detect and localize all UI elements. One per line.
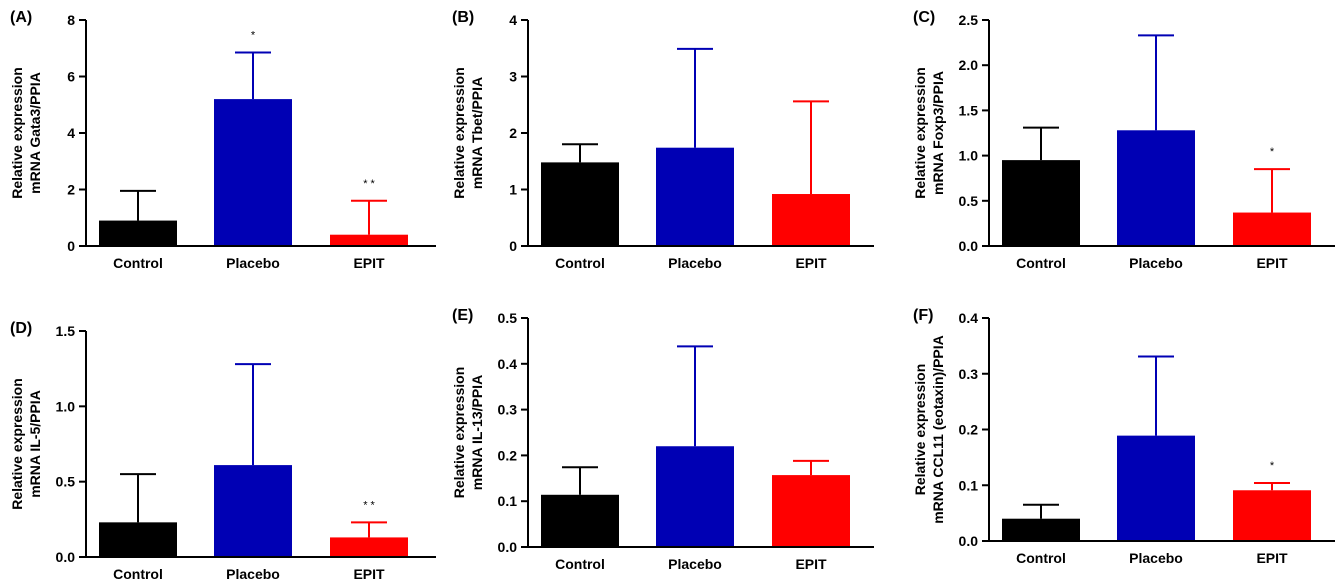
- category-label-epit: EPIT: [1256, 255, 1288, 271]
- category-label-epit: EPIT: [353, 255, 385, 271]
- bar-control: [99, 220, 177, 246]
- y-tick-label: 8: [67, 12, 75, 28]
- y-tick-label: 0.5: [498, 310, 518, 326]
- y-tick-label: 1.0: [56, 398, 76, 414]
- y-tick-label: 4: [509, 12, 517, 28]
- panel-label: (E): [452, 307, 473, 324]
- bar-control: [99, 522, 177, 557]
- category-label-epit: EPIT: [795, 556, 827, 572]
- bar-placebo: [1117, 435, 1195, 541]
- y-tick-label: 6: [67, 69, 75, 85]
- y-tick-label: 0: [509, 238, 517, 254]
- bar-control: [1002, 518, 1080, 541]
- category-label-epit: EPIT: [353, 566, 385, 579]
- y-axis-label-line1: Relative expression: [912, 67, 928, 199]
- y-axis-label-line1: Relative expression: [912, 364, 928, 496]
- panel-a: Control * Placebo * * EPIT 0 2 4 6 8 Relative expr…: [9, 9, 436, 271]
- panel-label: (F): [913, 307, 933, 324]
- category-label-control: Control: [1016, 550, 1066, 566]
- panel-c: Control Placebo * EPIT 0.0 0.5 1.0 1.5 2.0 2.5 Rel…: [912, 9, 1335, 271]
- bar-placebo: [214, 99, 292, 246]
- bar-placebo: [656, 446, 734, 547]
- y-axis-label-line1: Relative expression: [9, 67, 25, 199]
- bar-placebo: [656, 147, 734, 246]
- panel-f: Control Placebo * EPIT 0.0 0.1 0.2 0.3 0.4 Relati…: [912, 307, 1335, 566]
- y-tick-label: 0: [67, 238, 75, 254]
- y-tick-label: 1.5: [959, 102, 979, 118]
- y-axis-label-line2: mRNA CCL11 (eotaxin)/PPIA: [930, 335, 946, 524]
- panel-e: Control Placebo EPIT 0.0 0.1 0.2 0.3 0.4 0.5 Rela…: [451, 307, 874, 572]
- y-axis-label-line2: mRNA Gata3/PPIA: [27, 72, 43, 194]
- category-label-control: Control: [555, 556, 605, 572]
- y-tick-label: 1.5: [56, 323, 76, 339]
- bar-epit: [772, 194, 850, 246]
- y-tick-label: 0.3: [498, 402, 518, 418]
- significance-marker: *: [1270, 460, 1275, 472]
- bar-placebo: [214, 465, 292, 557]
- y-tick-label: 4: [67, 125, 75, 141]
- y-tick-label: 3: [509, 69, 517, 85]
- y-tick-label: 0.1: [498, 493, 518, 509]
- category-label-placebo: Placebo: [226, 255, 280, 271]
- category-label-placebo: Placebo: [226, 566, 280, 579]
- panel-label: (C): [913, 9, 935, 26]
- category-label-epit: EPIT: [795, 255, 827, 271]
- y-tick-label: 2.0: [959, 57, 979, 73]
- y-tick-label: 0.0: [959, 533, 979, 549]
- y-tick-label: 1: [509, 182, 517, 198]
- y-tick-label: 0.4: [959, 310, 979, 326]
- y-axis-label-line1: Relative expression: [9, 378, 25, 510]
- y-tick-label: 2: [509, 125, 517, 141]
- y-tick-label: 0.5: [56, 474, 76, 490]
- significance-marker: * *: [363, 499, 375, 511]
- panel-label: (A): [10, 9, 32, 26]
- y-tick-label: 0.1: [959, 477, 979, 493]
- panel-label: (D): [10, 320, 32, 337]
- category-label-control: Control: [113, 255, 163, 271]
- bar-epit: [330, 234, 408, 246]
- category-label-placebo: Placebo: [668, 556, 722, 572]
- y-tick-label: 0.0: [56, 549, 76, 565]
- panel-b: Control Placebo EPIT 0 1 2 3 4 Relative expressi…: [451, 9, 874, 271]
- y-axis-label-line2: mRNA IL-5/PPIA: [27, 390, 43, 498]
- category-label-control: Control: [555, 255, 605, 271]
- y-axis-label-line2: mRNA Foxp3/PPIA: [930, 71, 946, 195]
- y-tick-label: 0.0: [498, 539, 518, 555]
- y-tick-label: 2: [67, 182, 75, 198]
- category-label-epit: EPIT: [1256, 550, 1288, 566]
- y-axis-label-line2: mRNA IL-13/PPIA: [469, 375, 485, 490]
- category-label-placebo: Placebo: [668, 255, 722, 271]
- y-axis-label-line1: Relative expression: [451, 367, 467, 499]
- y-tick-label: 0.2: [498, 447, 518, 463]
- bar-control: [541, 494, 619, 547]
- y-axis-label-line2: mRNA Tbet/PPIA: [469, 77, 485, 189]
- category-label-control: Control: [113, 566, 163, 579]
- category-label-placebo: Placebo: [1129, 255, 1183, 271]
- y-tick-label: 0.0: [959, 238, 979, 254]
- significance-marker: * *: [363, 178, 375, 190]
- y-tick-label: 0.3: [959, 366, 979, 382]
- bar-placebo: [1117, 130, 1195, 246]
- significance-marker: *: [251, 29, 256, 41]
- panel-d: Control Placebo * * EPIT 0.0 0.5 1.0 1.5 Relativ…: [9, 320, 436, 579]
- bar-control: [541, 162, 619, 246]
- bar-epit: [1233, 212, 1311, 246]
- bar-epit: [772, 475, 850, 547]
- category-label-control: Control: [1016, 255, 1066, 271]
- y-tick-label: 0.2: [959, 422, 979, 438]
- y-tick-label: 0.4: [498, 356, 518, 372]
- bar-control: [1002, 160, 1080, 246]
- significance-marker: *: [1270, 146, 1275, 158]
- panel-label: (B): [452, 9, 474, 26]
- y-tick-label: 0.5: [959, 193, 979, 209]
- y-tick-label: 1.0: [959, 148, 979, 164]
- y-axis-label-line1: Relative expression: [451, 67, 467, 199]
- bar-epit: [1233, 490, 1311, 541]
- bar-epit: [330, 537, 408, 557]
- y-tick-label: 2.5: [959, 12, 979, 28]
- category-label-placebo: Placebo: [1129, 550, 1183, 566]
